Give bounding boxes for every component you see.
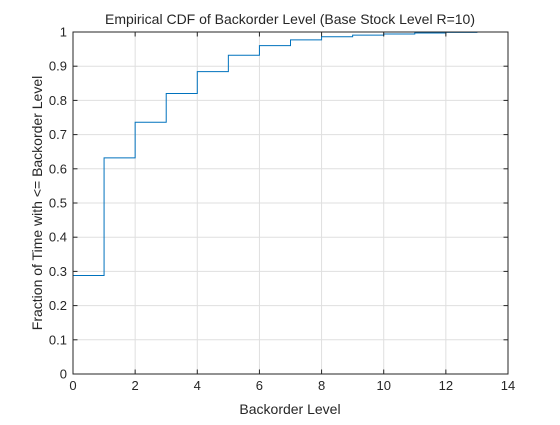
y-tick-label: 0.6 <box>49 161 67 176</box>
chart-title: Empirical CDF of Backorder Level (Base S… <box>105 11 475 27</box>
x-tick-label: 6 <box>256 378 263 393</box>
y-tick-label: 0.7 <box>49 127 67 142</box>
y-tick-label: 0.5 <box>49 196 67 211</box>
y-tick-label: 0 <box>60 367 67 382</box>
x-tick-label: 0 <box>69 378 76 393</box>
y-tick-label: 0.9 <box>49 59 67 74</box>
x-tick-label: 8 <box>318 378 325 393</box>
x-tick-label: 14 <box>501 378 515 393</box>
y-axis-label: Fraction of Time with <= Backorder Level <box>29 76 45 330</box>
y-tick-label: 0.2 <box>49 298 67 313</box>
y-tick-label: 0.1 <box>49 332 67 347</box>
x-tick-label: 2 <box>132 378 139 393</box>
x-tick-label: 12 <box>439 378 453 393</box>
x-tick-label: 4 <box>194 378 201 393</box>
x-axis-label: Backorder Level <box>239 401 340 417</box>
y-tick-label: 1 <box>60 25 67 40</box>
y-tick-label: 0.3 <box>49 264 67 279</box>
x-tick-label: 10 <box>376 378 390 393</box>
y-tick-label: 0.8 <box>49 93 67 108</box>
y-tick-label: 0.4 <box>49 230 67 245</box>
